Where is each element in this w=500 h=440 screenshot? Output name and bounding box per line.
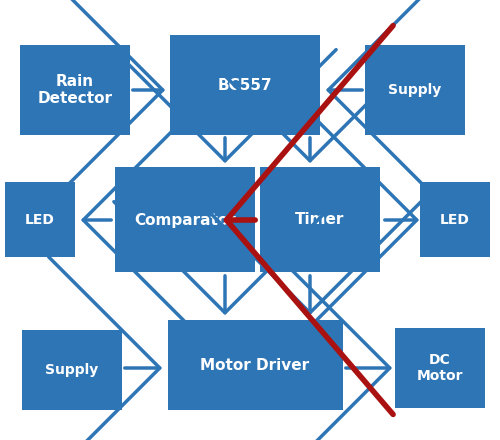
- Text: LED: LED: [440, 213, 470, 227]
- Text: LED: LED: [25, 213, 55, 227]
- Text: Motor Driver: Motor Driver: [200, 357, 310, 373]
- Text: Comparator: Comparator: [134, 213, 236, 227]
- FancyBboxPatch shape: [20, 45, 130, 135]
- FancyBboxPatch shape: [170, 35, 320, 135]
- Text: Rain
Detector: Rain Detector: [38, 74, 113, 106]
- FancyBboxPatch shape: [365, 45, 465, 135]
- FancyBboxPatch shape: [420, 183, 490, 257]
- FancyBboxPatch shape: [168, 320, 342, 410]
- Text: Supply: Supply: [46, 363, 98, 377]
- FancyBboxPatch shape: [115, 168, 255, 272]
- FancyBboxPatch shape: [260, 168, 380, 272]
- FancyBboxPatch shape: [5, 183, 75, 257]
- Text: Timer: Timer: [296, 213, 344, 227]
- FancyBboxPatch shape: [22, 330, 122, 410]
- FancyBboxPatch shape: [395, 328, 485, 408]
- Text: BC557: BC557: [218, 77, 272, 92]
- Text: DC
Motor: DC Motor: [417, 353, 463, 383]
- Text: Supply: Supply: [388, 83, 442, 97]
